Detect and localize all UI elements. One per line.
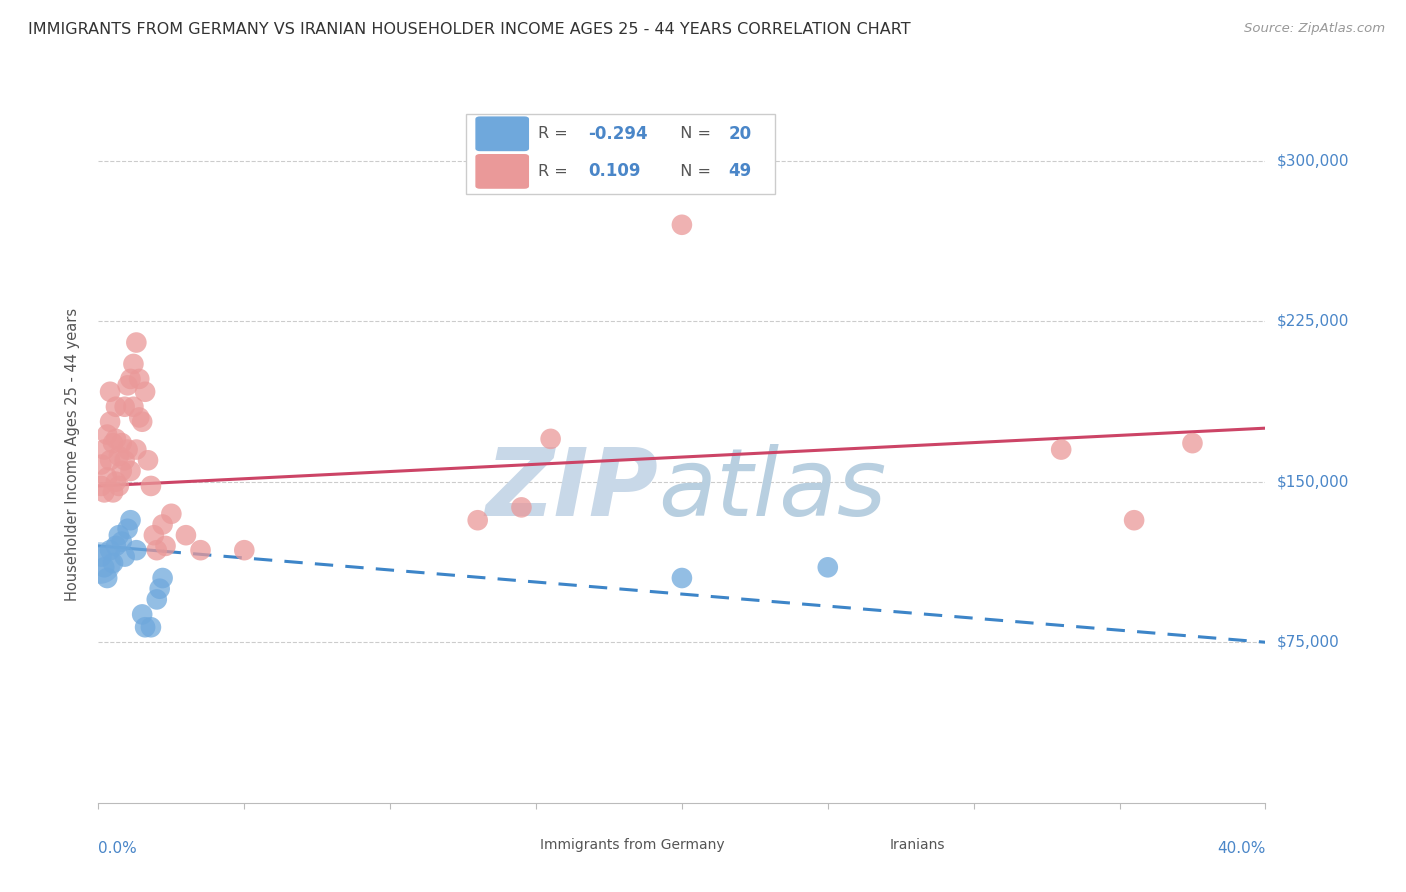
Text: 49: 49 <box>728 162 752 180</box>
Point <box>122 357 145 371</box>
Point <box>120 464 142 478</box>
Text: N =: N = <box>671 127 717 141</box>
Point <box>117 442 139 457</box>
Text: $75,000: $75,000 <box>1277 635 1340 649</box>
Point <box>120 372 142 386</box>
Point <box>101 436 124 450</box>
Point <box>111 534 134 549</box>
Point <box>104 400 127 414</box>
Text: $150,000: $150,000 <box>1277 475 1350 489</box>
Point <box>90 458 112 472</box>
Text: R =: R = <box>538 127 574 141</box>
FancyBboxPatch shape <box>830 832 882 857</box>
Point <box>98 415 121 429</box>
Point <box>146 592 169 607</box>
Point <box>117 522 139 536</box>
Text: 20: 20 <box>728 125 752 143</box>
Point <box>101 556 124 570</box>
Y-axis label: Householder Income Ages 25 - 44 years: Householder Income Ages 25 - 44 years <box>65 309 80 601</box>
Point <box>114 549 136 564</box>
Point <box>98 384 121 399</box>
Point <box>125 335 148 350</box>
Point <box>190 543 212 558</box>
Point <box>671 218 693 232</box>
Point <box>122 400 145 414</box>
Point <box>90 479 112 493</box>
FancyBboxPatch shape <box>479 832 531 857</box>
Point <box>149 582 172 596</box>
Point <box>93 485 115 500</box>
Point <box>111 436 134 450</box>
Point <box>104 475 127 489</box>
Point <box>104 432 127 446</box>
Text: ZIP: ZIP <box>485 443 658 536</box>
Point <box>510 500 533 515</box>
Point <box>89 556 111 570</box>
Point <box>125 442 148 457</box>
Point <box>131 415 153 429</box>
Text: $225,000: $225,000 <box>1277 314 1350 328</box>
Point <box>108 528 131 542</box>
Point <box>101 485 124 500</box>
Text: -0.294: -0.294 <box>589 125 648 143</box>
Point <box>128 372 150 386</box>
Point <box>114 400 136 414</box>
Point <box>142 528 165 542</box>
Point <box>146 543 169 558</box>
Point <box>128 410 150 425</box>
Point <box>134 620 156 634</box>
Point <box>96 470 118 484</box>
Point <box>90 549 112 564</box>
Text: Immigrants from Germany: Immigrants from Germany <box>540 838 724 852</box>
Point <box>1181 436 1204 450</box>
Text: 0.109: 0.109 <box>589 162 641 180</box>
Text: 40.0%: 40.0% <box>1218 841 1265 856</box>
Point <box>1123 513 1146 527</box>
FancyBboxPatch shape <box>475 154 529 189</box>
Point <box>1050 442 1073 457</box>
Point <box>120 513 142 527</box>
Point <box>93 442 115 457</box>
Point <box>160 507 183 521</box>
Text: 0.0%: 0.0% <box>98 841 138 856</box>
Point <box>152 517 174 532</box>
Text: $300,000: $300,000 <box>1277 153 1350 168</box>
Point <box>139 479 162 493</box>
Point <box>155 539 177 553</box>
Text: IMMIGRANTS FROM GERMANY VS IRANIAN HOUSEHOLDER INCOME AGES 25 - 44 YEARS CORRELA: IMMIGRANTS FROM GERMANY VS IRANIAN HOUSE… <box>28 22 911 37</box>
FancyBboxPatch shape <box>475 116 529 151</box>
Point <box>98 453 121 467</box>
Point <box>96 571 118 585</box>
Point <box>233 543 256 558</box>
Point <box>139 620 162 634</box>
Point <box>117 378 139 392</box>
Point <box>108 449 131 463</box>
Point <box>96 427 118 442</box>
Point <box>467 513 489 527</box>
FancyBboxPatch shape <box>465 114 775 194</box>
Point <box>108 479 131 493</box>
Text: atlas: atlas <box>658 444 887 535</box>
Text: N =: N = <box>671 164 717 179</box>
Point <box>134 384 156 399</box>
Point <box>114 453 136 467</box>
Point <box>125 543 148 558</box>
Point <box>93 560 115 574</box>
Point <box>817 560 839 574</box>
Point <box>174 528 197 542</box>
Point <box>98 543 121 558</box>
Text: R =: R = <box>538 164 578 179</box>
Point <box>131 607 153 622</box>
Point <box>671 571 693 585</box>
Text: Iranians: Iranians <box>890 838 945 852</box>
Point <box>152 571 174 585</box>
Text: Source: ZipAtlas.com: Source: ZipAtlas.com <box>1244 22 1385 36</box>
Point <box>136 453 159 467</box>
Point <box>111 464 134 478</box>
Point <box>540 432 562 446</box>
Point <box>104 539 127 553</box>
